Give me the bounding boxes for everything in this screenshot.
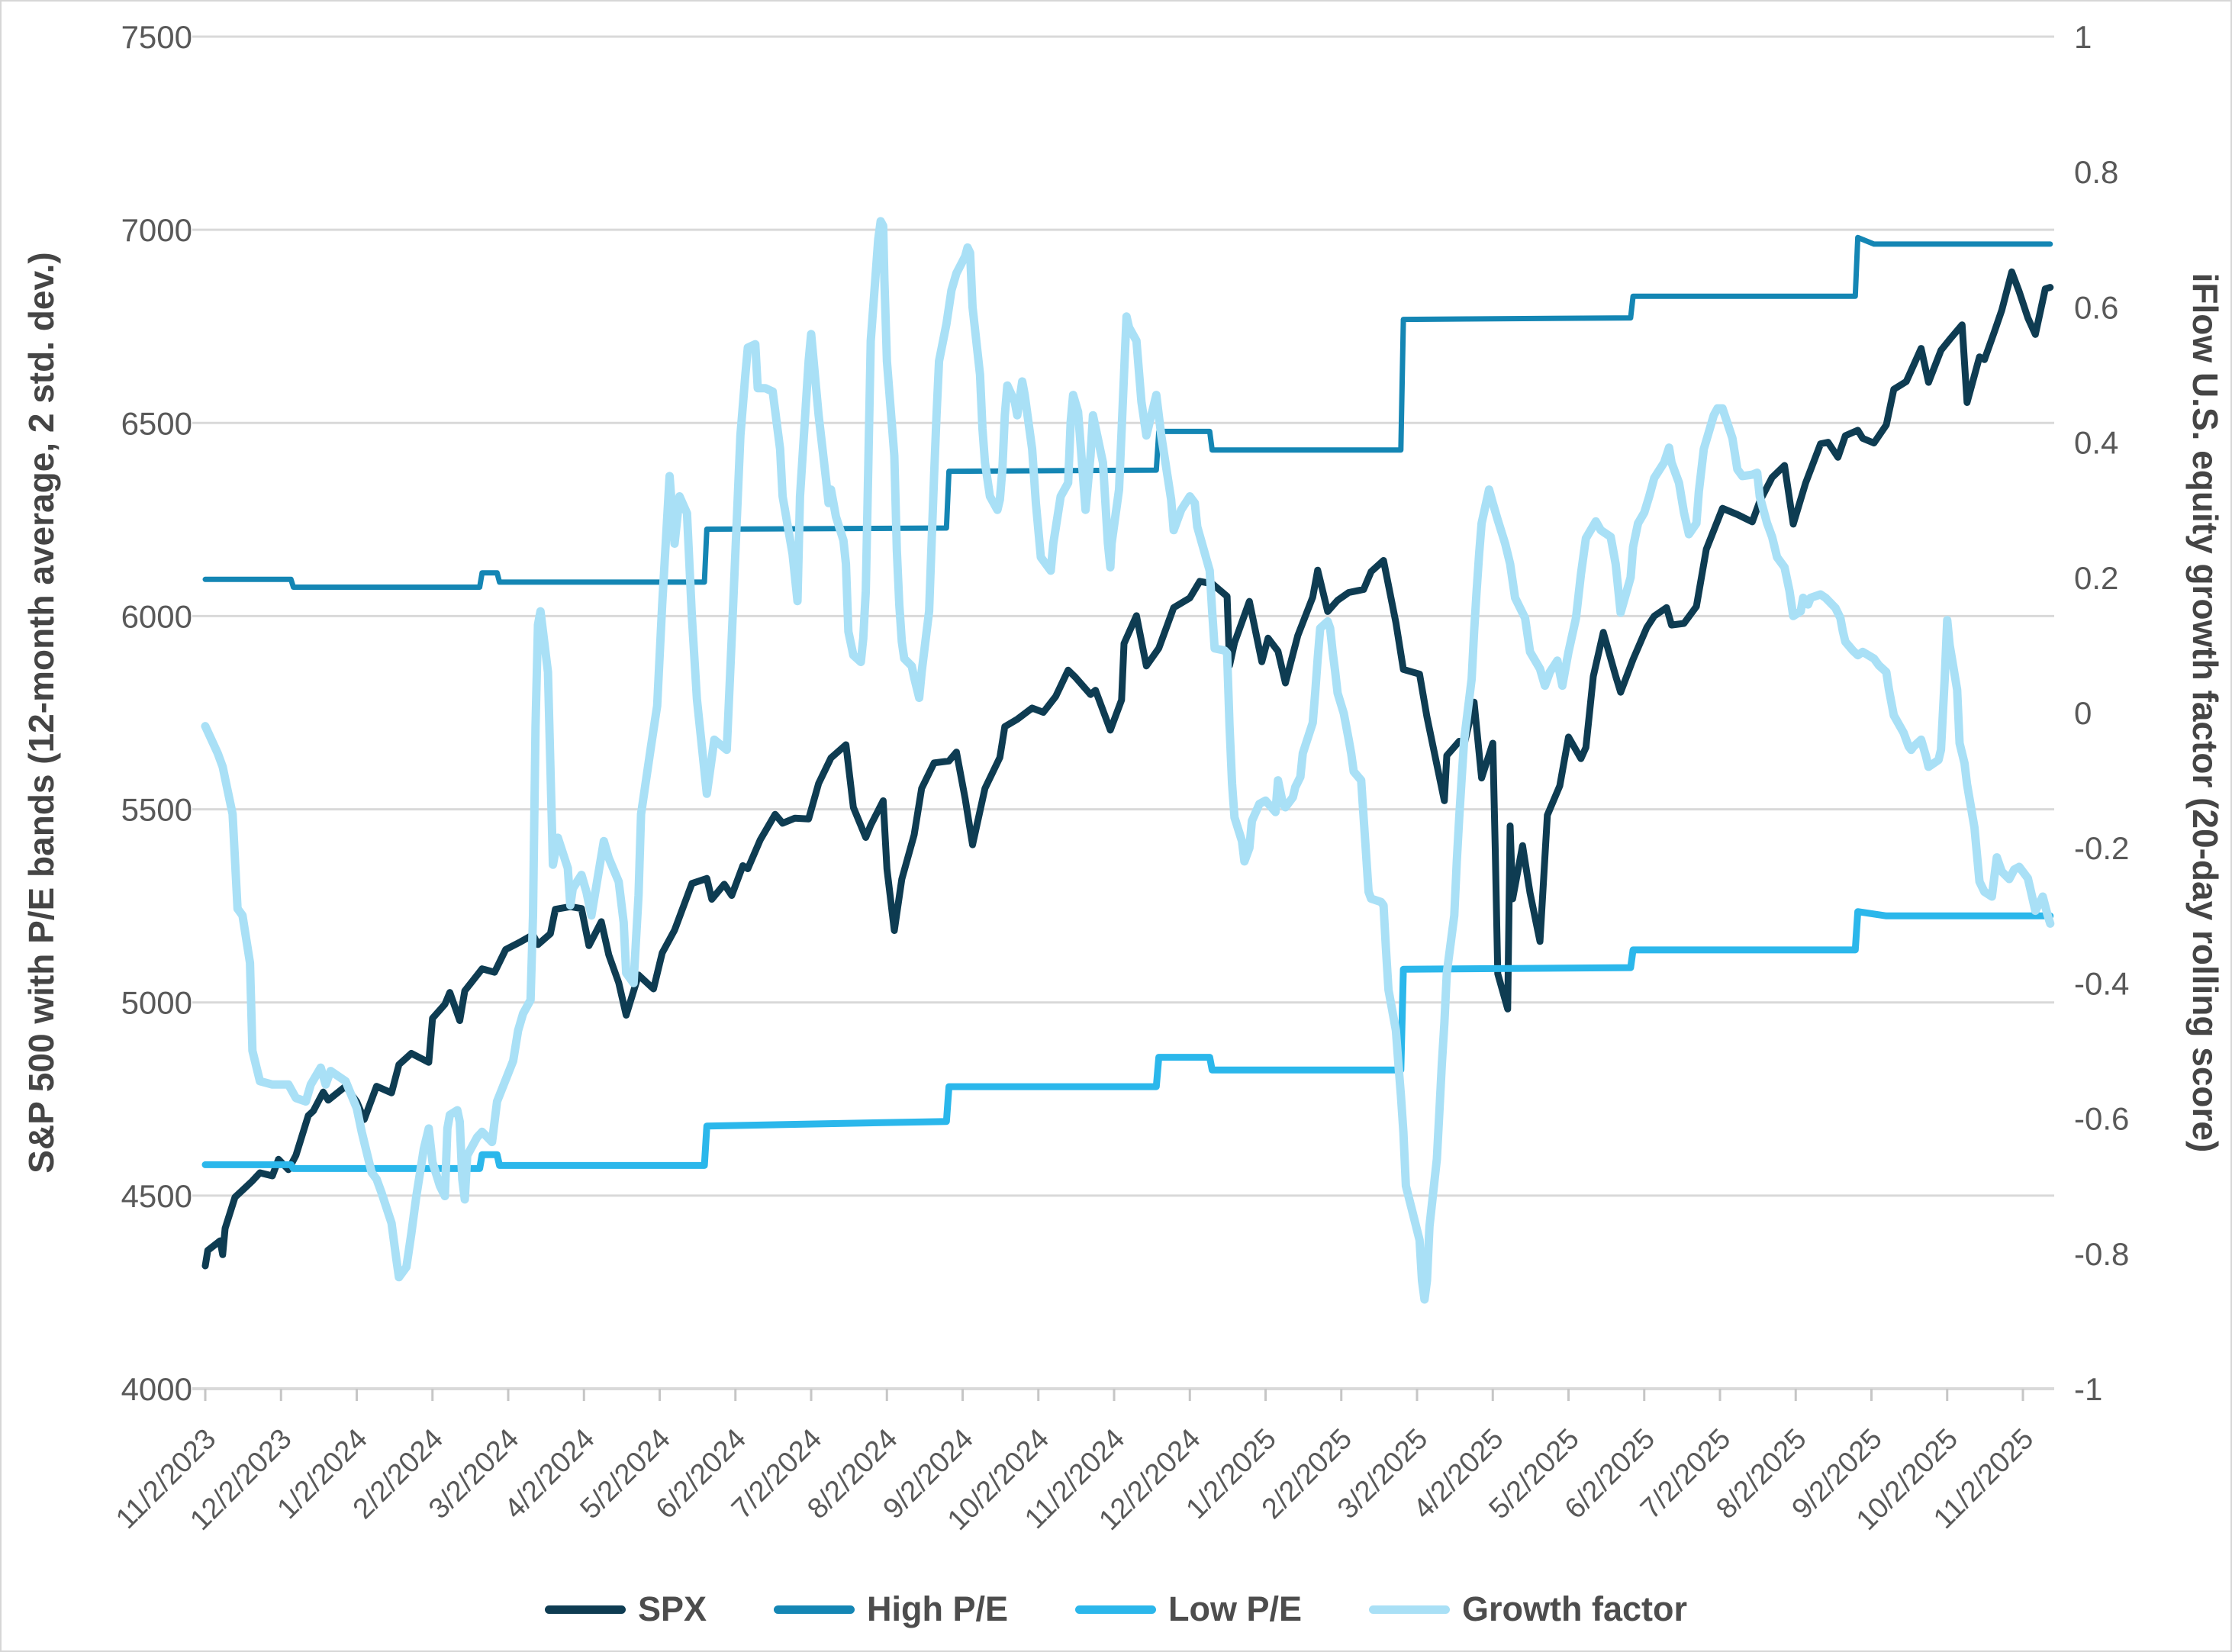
right-axis-title: iFlow U.S. equity growth factor (20-day … [2185, 273, 2225, 1153]
legend-item-low-p-e: Low P/E [1075, 1589, 1302, 1629]
left-axis-tick-label: 4000 [121, 1371, 192, 1407]
legend-item-high-p-e: High P/E [774, 1589, 1008, 1629]
left-axis-title: S&P 500 with P/E bands (12-month average… [21, 252, 61, 1173]
right-axis-tick-label: 0.2 [2074, 560, 2118, 596]
left-axis-tick-label: 6500 [121, 405, 192, 441]
legend-swatch [1075, 1605, 1157, 1614]
legend-label: Low P/E [1168, 1589, 1303, 1628]
spx-line [201, 268, 2054, 1270]
growth-factor-line [201, 217, 2055, 1304]
right-axis-tick-label: -1 [2074, 1371, 2102, 1407]
legend-swatch [544, 1605, 626, 1614]
gridlines [192, 35, 2054, 1197]
low-p-e-line [201, 908, 2054, 1172]
right-axis-tick-label: 0 [2074, 695, 2092, 731]
right-axis-tick-label: 0.4 [2074, 425, 2118, 461]
left-axis-tick-label: 5500 [121, 792, 192, 828]
right-axis-tick-label: 0.6 [2074, 289, 2118, 325]
left-axis-tick-label: 5000 [121, 985, 192, 1021]
legend-item-spx: SPX [544, 1589, 707, 1629]
right-axis-tick-label: 0.8 [2074, 154, 2118, 190]
legend-label: SPX [637, 1589, 707, 1628]
legend-item-growth-factor: Growth factor [1369, 1589, 1687, 1629]
left-axis-tick-label: 6000 [121, 598, 192, 634]
legend-label: Growth factor [1462, 1589, 1688, 1628]
axis-labels: 4000 4500 5000 5500 6000 6500 7000 7500 -1 -0.8 -0… [110, 19, 2129, 1537]
left-axis-tick-label: 7000 [121, 212, 192, 248]
left-axis-tick-label: 7500 [121, 19, 192, 55]
right-axis-tick-label: 1 [2074, 19, 2092, 55]
series-lines [201, 217, 2055, 1304]
right-axis-tick-label: -0.2 [2074, 830, 2129, 866]
legend-swatch [774, 1605, 855, 1614]
right-axis-tick-label: -0.8 [2074, 1236, 2129, 1272]
legend-swatch [1369, 1605, 1451, 1614]
right-axis-tick-label: -0.4 [2074, 965, 2129, 1001]
legend-label: High P/E [867, 1589, 1009, 1628]
high-p-e-line [202, 234, 2053, 590]
left-axis-tick-label: 4500 [121, 1178, 192, 1214]
right-axis-tick-label: -0.6 [2074, 1101, 2129, 1137]
axes [192, 1387, 2054, 1401]
chart-legend: SPX High P/E Low P/E Growth factor [2, 1575, 2230, 1644]
